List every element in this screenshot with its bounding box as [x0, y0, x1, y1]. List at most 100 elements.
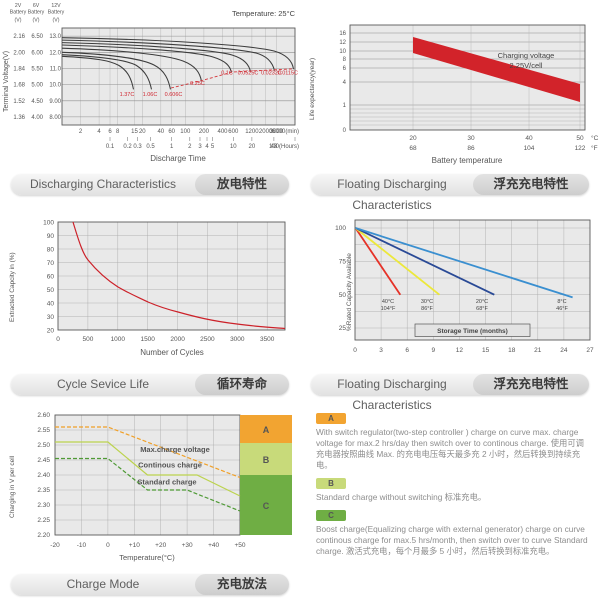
gridlines-minor	[350, 108, 585, 126]
c-rate-label: 0.0115C	[278, 71, 298, 77]
discharge-curve	[61, 51, 172, 90]
scale-header: Battery	[48, 10, 65, 16]
tick-label: 400	[217, 129, 228, 135]
standard-charge-line	[55, 457, 241, 512]
tick-label: 15	[131, 129, 138, 135]
gridlines-vertical	[80, 28, 277, 125]
y-axis: 100 90 80 70 60 50 40 30 20	[43, 220, 54, 335]
tick-label: 3000	[270, 129, 284, 135]
tick-label: 12	[339, 40, 346, 46]
tick-label: 4.00	[31, 115, 43, 121]
tick-label: 104	[524, 145, 535, 152]
chart-charge-mode: A B C Max.charge voltage Continous charg…	[9, 412, 292, 562]
tick-label: 1.52	[13, 99, 25, 105]
tick-label: +50	[234, 542, 245, 549]
annotation-line: 2.25V/cell	[510, 61, 543, 70]
tick-label: +10	[129, 542, 140, 549]
line-labels: Max.charge voltage Continous charge Stan…	[137, 445, 209, 487]
storage-lines	[354, 227, 573, 299]
tick-label: 27	[586, 347, 594, 354]
c-rate-label: 0.25C	[190, 81, 205, 87]
x-axis-fahrenheit: 68 86 104 122 °F	[409, 144, 597, 152]
x-axis-celsius: 20 30 40 50 °C	[409, 134, 598, 142]
tick-label: 3	[379, 347, 383, 354]
discharge-curve	[61, 44, 233, 73]
line-8c	[355, 227, 573, 299]
banner-cycle-life: Cycle Sevice Life 循环寿命	[11, 374, 289, 395]
tick-label: 50	[576, 135, 584, 142]
tick-label: 15	[482, 347, 490, 354]
tick-label: 2.20	[37, 532, 50, 539]
life-expectancy-band	[413, 37, 580, 102]
c-rate-label: 0.1C	[221, 71, 233, 77]
line-20c	[355, 227, 495, 296]
plot-border	[349, 24, 586, 131]
tick-label: 0.1	[106, 144, 115, 150]
series-label-c: 8°C	[557, 299, 566, 305]
discharge-curve	[61, 55, 135, 90]
zone-c	[240, 475, 292, 535]
tick-label: 1000	[111, 336, 126, 343]
banner-floating-1: Floating Discharging Characteristics 浮充充…	[311, 174, 589, 212]
y-axis-title: Extracted Capcity in (%)	[9, 252, 16, 322]
tick-label: 10	[339, 49, 346, 55]
tick-label: 6	[343, 66, 347, 72]
series-labels: 40°C 104°F 30°C 86°F 20°C 68°F 8°C 46°F	[381, 299, 569, 312]
c-rate-label: 0.0232C	[261, 71, 282, 77]
tick-label: 0.3	[133, 144, 142, 150]
x-axis-title: Storage Time (months)	[437, 328, 508, 335]
tick-label: 6.00	[31, 50, 43, 56]
scale-headers: 2V Battery (V) 6V Battery (V) 12V Batter…	[10, 3, 65, 24]
c-rate-label: 1.06C	[143, 92, 158, 98]
annotation-charging-voltage: Charging voltage 2.25V/cell	[498, 51, 555, 70]
tick-label: 20	[409, 135, 417, 142]
c-rate-labels: 1.37C 1.06C 0.606C 0.25C 0.1C 0.0525C 0.…	[120, 71, 298, 98]
series-label-c: 20°C	[476, 299, 488, 305]
tick-label: 6.50	[31, 34, 43, 40]
charge-zones: A B C	[240, 415, 292, 535]
note-c-badge: C	[316, 510, 346, 522]
tick-label: 2.55	[37, 427, 50, 434]
tick-label: 0	[343, 128, 347, 134]
tick-label: 5.00	[31, 83, 43, 89]
tick-label: 200	[199, 129, 210, 135]
note-a-text: With switch regulator(two-step controlle…	[316, 427, 584, 471]
note-c: C Boost charge(Equalizing charge with ex…	[316, 510, 592, 564]
plot-area	[62, 28, 295, 125]
banner-charge-mode: Charge Mode 充电放法	[11, 574, 289, 595]
tick-label: 4.50	[31, 99, 43, 105]
banner-title-en: Discharging Characteristics	[29, 177, 177, 191]
tick-label: 600	[228, 129, 239, 135]
discharge-curve	[61, 42, 252, 72]
y-axis-title: Life expectancy(year)	[309, 58, 316, 120]
scale-header: 6V	[33, 3, 40, 9]
banner-discharging: Discharging Characteristics 放电特性	[11, 174, 289, 195]
tick-label: 50	[339, 292, 347, 299]
line-30c	[354, 227, 440, 296]
tick-label: 80	[47, 247, 55, 254]
tick-label: 2.60	[37, 412, 50, 419]
tick-label: 21	[534, 347, 542, 354]
plot-border	[57, 221, 286, 331]
tick-label: 500	[82, 336, 93, 343]
tick-label: 40	[157, 129, 164, 135]
banner-title-zh: 放电特性	[195, 174, 289, 195]
banner-title-zh: 充电放法	[195, 574, 289, 595]
capacity-curve	[72, 221, 286, 330]
line-label: Max.charge voltage	[140, 445, 210, 454]
note-b-badge: B	[316, 478, 346, 490]
y-axis-2v: 2.16 2.00 1.84 1.68 1.52 1.36	[13, 34, 25, 121]
x-axis: 0 500 1000 1500 2000 2500 3000 3500	[56, 336, 275, 343]
tick-label: 2000	[259, 129, 273, 135]
tick-label: 2.30	[37, 502, 50, 509]
tick-label: 24	[560, 347, 568, 354]
cutoff-dashed-line	[170, 68, 295, 89]
tick-label: 0	[106, 542, 110, 549]
c-rate-label: 0.606C	[165, 92, 183, 98]
tick-label: 30	[47, 314, 55, 321]
charge-lines	[55, 426, 241, 512]
tick-label: 1200	[245, 129, 259, 135]
banner-title-zh: 浮充充电特性	[473, 174, 589, 195]
gridlines-vertical	[412, 25, 581, 130]
tick-label: 2000	[170, 336, 185, 343]
